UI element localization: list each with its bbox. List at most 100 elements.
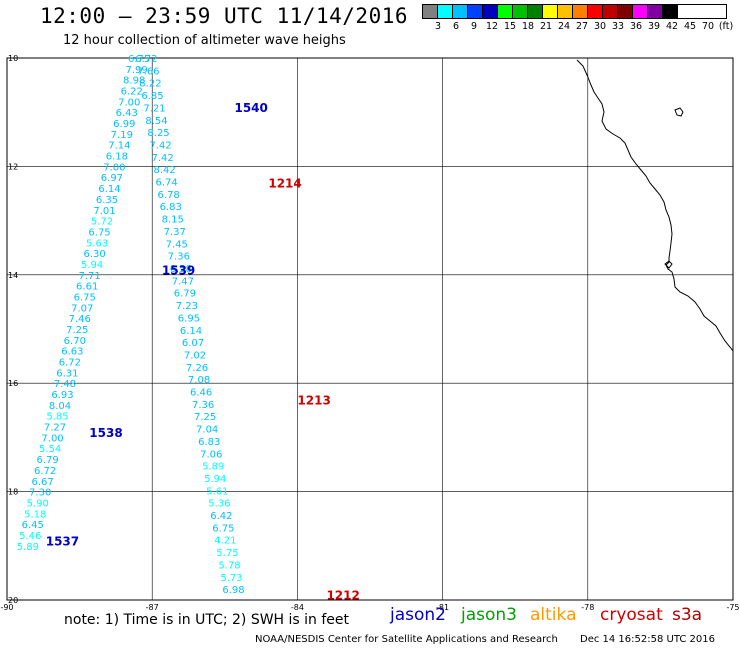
wave-height-value: 8.98: [123, 76, 145, 87]
scale-label-3: 12: [485, 21, 499, 32]
wave-height-value: 6.45: [22, 520, 44, 531]
wave-height-value: 6.72: [34, 466, 56, 477]
wave-height-value: 7.27: [44, 423, 66, 434]
scale-swatch-8: [543, 4, 558, 18]
scale-swatch-4: [483, 4, 498, 18]
map-subtitle: 12 hour collection of altimeter wave hei…: [63, 33, 346, 48]
pass-time-label: 1540: [234, 101, 267, 115]
wave-height-value: 7.19: [111, 130, 133, 141]
wave-height-value: 6.97: [101, 173, 123, 184]
wave-height-value: 7.00: [103, 162, 125, 173]
scale-label-8: 27: [575, 21, 589, 32]
wave-height-value: 5.54: [39, 444, 61, 455]
wave-height-value: 5.36: [208, 499, 230, 510]
wave-height-value: 8.54: [145, 116, 167, 127]
scale-label-6: 21: [539, 21, 553, 32]
wave-height-value: 7.02: [184, 350, 206, 361]
scale-swatch-15: [648, 4, 663, 18]
wave-height-value: 7.42: [149, 140, 171, 151]
wave-height-value: 6.93: [51, 390, 73, 401]
footer-credit: NOAA/NESDIS Center for Satellite Applica…: [255, 634, 558, 645]
pass-time-labels: 1540 1539 1538 1537 1214 1213 1212: [46, 101, 360, 603]
pass-time-label: 1537: [46, 534, 79, 548]
scale-label-10: 33: [611, 21, 625, 32]
wave-height-value: 7.00: [41, 433, 63, 444]
wave-height-value: 6.85: [141, 91, 163, 102]
satellite-legend-cryosat: cryosat: [600, 605, 663, 625]
wave-height-value: 8.25: [147, 128, 169, 139]
wave-height-value: 7.06: [200, 449, 222, 460]
scale-swatch-6: [513, 4, 528, 18]
pass-time-label: 1213: [297, 393, 330, 407]
wave-height-value: 6.18: [106, 152, 128, 163]
wave-height-value: 6.14: [180, 326, 202, 337]
wave-height-value: 7.36: [192, 400, 214, 411]
wave-height-value: 7.14: [108, 141, 130, 152]
wave-height-value: 7.23: [176, 301, 198, 312]
satellite-legend-jason2: jason2: [390, 605, 446, 625]
wave-height-value: 7.04: [196, 425, 218, 436]
wave-height-value: 6.95: [178, 313, 200, 324]
wave-height-value: 6.43: [116, 108, 138, 119]
lat-tick-label: 20: [8, 596, 18, 605]
coastline-island: [664, 260, 673, 269]
wave-height-value: 5.89: [17, 542, 39, 553]
scale-swatch-3: [468, 4, 483, 18]
lat-tick-label: 16: [8, 379, 18, 388]
wave-height-value: 6.35: [96, 195, 118, 206]
altimeter-tracks: 6.757.998.986.227.006.436.997.197.146.18…: [17, 54, 245, 596]
wave-height-value: 7.21: [143, 103, 165, 114]
scale-swatch-14: [633, 4, 648, 18]
wave-height-value: 5.78: [218, 560, 240, 571]
scale-label-5: 18: [521, 21, 535, 32]
scale-label-9: 30: [593, 21, 607, 32]
scale-label-7: 24: [557, 21, 571, 32]
wave-height-value: 7.99: [126, 65, 148, 76]
wave-height-value: 7.47: [172, 276, 194, 287]
lon-tick-label: -78: [581, 603, 594, 612]
wave-height-value: 5.72: [91, 217, 113, 228]
wave-height-value: 7.25: [194, 412, 216, 423]
wave-height-value: 6.42: [210, 511, 232, 522]
lat-tick-label: 12: [8, 162, 18, 171]
scale-label-2: 9: [470, 21, 478, 32]
wave-height-value: 6.98: [222, 585, 244, 596]
wave-height-value: 6.70: [64, 336, 86, 347]
wave-height-value: 7.25: [66, 325, 88, 336]
wave-height-value: 5.18: [24, 509, 46, 520]
wave-height-value: 7.30: [29, 488, 51, 499]
footer-timestamp: Dec 14 16:52:58 UTC 2016: [580, 634, 715, 645]
scale-label-12: 39: [647, 21, 661, 32]
scale-swatch-7: [528, 4, 543, 18]
satellite-legend-jason3: jason3: [461, 605, 517, 625]
wave-height-value: 6.07: [182, 338, 204, 349]
lon-tick-label: -90: [0, 603, 13, 612]
wave-height-value: 5.94: [204, 474, 226, 485]
plot-frame: [6, 57, 734, 601]
wave-height-value: 6.75: [88, 227, 110, 238]
wave-height-value: 6.22: [121, 87, 143, 98]
wave-height-value: 6.72: [59, 358, 81, 369]
scale-label-13: 42: [665, 21, 679, 32]
grid-lines: [7, 58, 733, 600]
pass-time-label: 1212: [326, 589, 359, 603]
wave-height-value: 5.63: [86, 238, 108, 249]
wave-height-value: 6.83: [198, 437, 220, 448]
lon-tick-label: -81: [436, 603, 449, 612]
wave-height-value: 6.58: [170, 264, 192, 275]
scale-label-4: 15: [503, 21, 517, 32]
wave-height-value: 8.42: [153, 165, 175, 176]
scale-swatch-0: [423, 4, 438, 18]
wave-height-value: 5.75: [216, 548, 238, 559]
pass-time-label: 1214: [268, 177, 301, 191]
scale-swatch-10: [573, 4, 588, 18]
wave-height-value: 6.67: [32, 477, 54, 488]
wave-height-value: 5.61: [206, 486, 228, 497]
wave-height-value: 7.45: [166, 239, 188, 250]
scale-label-11: 36: [629, 21, 643, 32]
wave-height-value: 7.00: [118, 97, 140, 108]
wave-height-value: 6.63: [61, 347, 83, 358]
wave-height-value: 7.07: [71, 303, 93, 314]
